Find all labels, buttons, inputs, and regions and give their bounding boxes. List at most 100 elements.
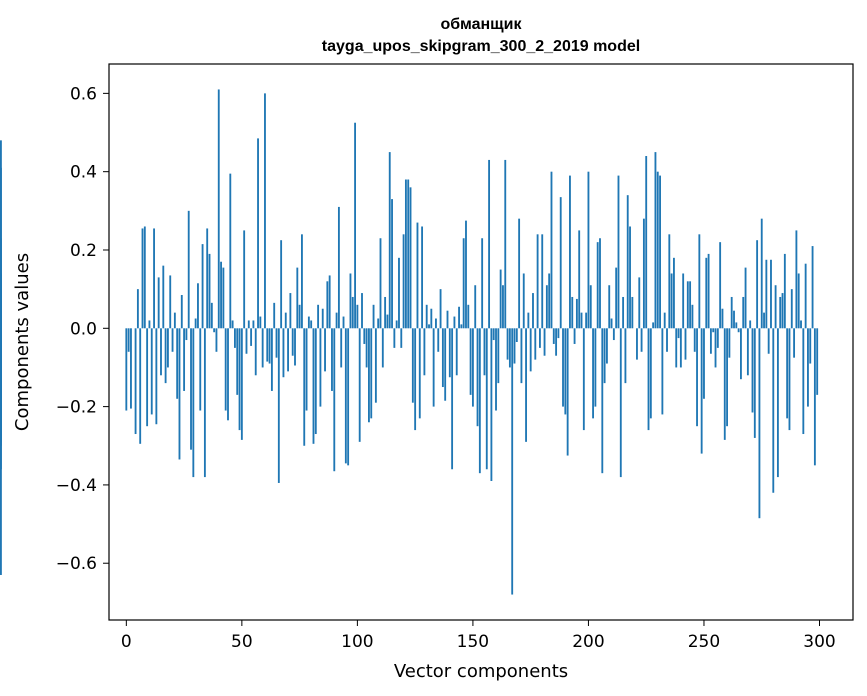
- bar-20: [171, 328, 174, 352]
- bar-145: [460, 324, 463, 329]
- bar-100: [356, 304, 359, 329]
- bar-159: [492, 328, 495, 341]
- bar-129: [423, 328, 426, 376]
- bar-45: [229, 173, 232, 329]
- bar-230: [656, 171, 659, 329]
- bar-42: [222, 267, 225, 329]
- bar-29: [192, 328, 195, 478]
- bar-148: [467, 304, 470, 329]
- bar-176: [532, 293, 534, 329]
- bar-265: [737, 328, 740, 333]
- bar-258: [721, 308, 724, 329]
- bar-124: [411, 328, 414, 403]
- bar-127: [418, 328, 421, 419]
- bar-299: [816, 328, 819, 395]
- bar-286: [786, 328, 789, 419]
- bar-135: [437, 328, 440, 352]
- bar-28: [190, 328, 192, 450]
- bar-249: [700, 328, 703, 454]
- bar-138: [444, 328, 447, 401]
- bar-241: [682, 273, 685, 329]
- bar-172: [522, 273, 525, 329]
- bar-171: [520, 328, 523, 384]
- bar-155: [483, 328, 486, 376]
- bar-237: [673, 257, 675, 329]
- bar-199: [585, 312, 588, 329]
- bar-157: [488, 159, 491, 329]
- bar-95: [344, 328, 347, 464]
- bar-168: [513, 328, 516, 364]
- bar-84: [319, 328, 322, 407]
- bar-223: [640, 328, 643, 352]
- bar-102: [361, 293, 363, 329]
- bar-81: [312, 328, 315, 444]
- y-tick-label: −0.2: [56, 398, 97, 418]
- bar-267: [742, 296, 745, 329]
- bar-193: [571, 296, 574, 329]
- bar-174: [527, 312, 530, 329]
- bar-118: [398, 257, 400, 329]
- bar-54: [250, 328, 253, 346]
- bar-67: [280, 240, 283, 329]
- bar-6: [139, 328, 142, 444]
- bar-195: [575, 298, 578, 329]
- bar-207: [603, 328, 606, 384]
- bar-14: [157, 277, 160, 329]
- bar-21: [173, 312, 176, 329]
- bar-178: [536, 234, 539, 329]
- bar-16: [162, 265, 165, 329]
- bar-244: [689, 281, 692, 329]
- bar-8: [143, 226, 146, 329]
- bar-30: [194, 318, 197, 329]
- bar-103: [363, 328, 366, 344]
- bar-5: [136, 289, 139, 329]
- bar-40: [217, 89, 220, 329]
- bar-23: [178, 328, 181, 460]
- bar-194: [573, 328, 576, 344]
- bar-287: [788, 328, 791, 431]
- y-tick-label: 0.4: [70, 163, 97, 183]
- bar-240: [679, 328, 682, 368]
- bar-78: [305, 328, 308, 411]
- bar-39: [215, 328, 218, 352]
- bar-180: [541, 234, 544, 329]
- bar-122: [407, 179, 410, 329]
- bar-51: [243, 230, 246, 329]
- bar-128: [421, 226, 424, 329]
- bar-131: [428, 324, 430, 329]
- bar-139: [446, 310, 449, 329]
- bar-113: [386, 314, 389, 329]
- bar-228: [652, 322, 655, 329]
- bar-183: [548, 273, 551, 329]
- bar-197: [580, 312, 583, 329]
- bar-161: [497, 328, 500, 384]
- bar-92: [337, 206, 340, 329]
- bar-247: [696, 328, 698, 427]
- bar-170: [518, 218, 521, 329]
- bar-61: [266, 328, 269, 362]
- bar-218: [629, 226, 631, 329]
- bar-13: [155, 328, 158, 425]
- bar-275: [760, 218, 763, 329]
- bar-107: [372, 304, 375, 329]
- bar-217: [626, 195, 629, 329]
- bar-177: [534, 328, 537, 360]
- x-tick-label: 100: [341, 632, 373, 652]
- bar-80: [310, 320, 313, 329]
- y-tick-label: 0.6: [70, 84, 97, 104]
- bar-212: [615, 267, 618, 329]
- bar-278: [767, 328, 770, 354]
- bar-43: [224, 328, 227, 411]
- bar-24: [180, 295, 183, 329]
- bar-202: [592, 328, 594, 419]
- bar-163: [502, 285, 504, 329]
- bar-264: [735, 322, 738, 329]
- bar-2: [130, 328, 132, 409]
- y-axis-label: Components values: [12, 253, 33, 431]
- bar-280: [772, 328, 775, 493]
- bar-289: [793, 328, 796, 358]
- bar-255: [714, 328, 717, 368]
- bar-41: [220, 261, 222, 329]
- bar-261: [728, 328, 731, 358]
- bar-283: [779, 296, 782, 329]
